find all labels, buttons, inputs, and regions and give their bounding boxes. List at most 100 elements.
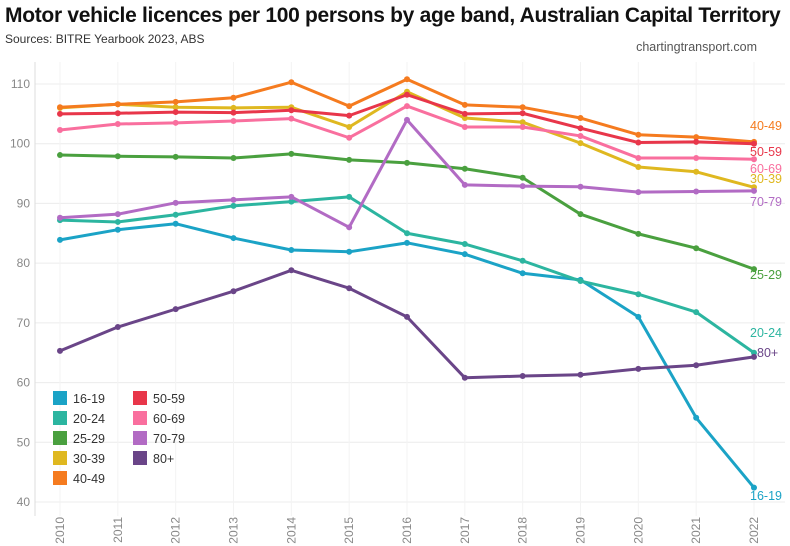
x-tick-label: 2013 xyxy=(227,517,241,544)
data-point-25-29 xyxy=(230,155,237,162)
data-point-50-59 xyxy=(114,110,121,117)
data-point-60-69 xyxy=(57,126,63,133)
data-point-70-79 xyxy=(230,196,237,203)
data-point-20-24 xyxy=(230,202,237,209)
legend-swatch-50-59 xyxy=(133,391,147,405)
end-label-16-19: 16-19 xyxy=(750,489,782,503)
legend: 16-19 20-24 25-29 30-39 40-49 50-59 60-69 70-79… xyxy=(53,391,185,486)
x-tick-label: 2017 xyxy=(458,517,472,544)
data-point-25-29 xyxy=(461,165,468,172)
end-label-25-29: 25-29 xyxy=(750,268,782,282)
data-point-50-59 xyxy=(693,138,700,145)
x-tick-label: 2020 xyxy=(631,517,645,544)
data-point-80+ xyxy=(230,288,237,295)
data-point-40-49 xyxy=(230,94,237,101)
x-tick-label: 2015 xyxy=(342,517,356,544)
data-point-16-19 xyxy=(172,220,179,227)
end-label-60-69: 60-69 xyxy=(750,162,782,176)
data-point-80+ xyxy=(635,365,642,372)
series-lines xyxy=(57,76,757,491)
legend-swatch-25-29 xyxy=(53,431,67,445)
data-point-25-29 xyxy=(751,266,757,273)
chart-subtitle: Sources: BITRE Yearbook 2023, ABS xyxy=(5,32,205,46)
legend-swatch-70-79 xyxy=(133,431,147,445)
data-point-50-59 xyxy=(577,125,584,132)
source-credit: chartingtransport.com xyxy=(636,40,757,54)
data-point-20-24 xyxy=(635,291,642,298)
end-labels: 16-19 20-24 25-29 30-39 40-49 50-59 60-69 70-79… xyxy=(750,119,782,503)
data-point-40-49 xyxy=(57,104,63,111)
end-label-40-49: 40-49 xyxy=(750,119,782,133)
data-point-60-69 xyxy=(519,123,526,130)
end-label-20-24: 20-24 xyxy=(750,326,782,340)
legend-swatch-80+ xyxy=(133,451,147,465)
data-point-25-29 xyxy=(346,156,353,163)
data-point-25-29 xyxy=(577,211,584,218)
legend-label-20-24: 20-24 xyxy=(73,412,105,426)
data-point-20-24 xyxy=(172,211,179,218)
data-point-50-59 xyxy=(288,107,295,114)
data-point-30-39 xyxy=(172,104,179,111)
legend-label-16-19: 16-19 xyxy=(73,392,105,406)
data-point-25-29 xyxy=(519,174,526,181)
data-point-40-49 xyxy=(114,101,121,108)
legend-label-40-49: 40-49 xyxy=(73,472,105,486)
data-point-16-19 xyxy=(751,484,757,491)
data-point-16-19 xyxy=(404,239,410,246)
data-point-25-29 xyxy=(288,150,295,157)
data-point-30-39 xyxy=(519,119,526,126)
data-point-40-49 xyxy=(461,101,468,108)
data-point-20-24 xyxy=(519,257,526,264)
legend-swatch-20-24 xyxy=(53,411,67,425)
data-point-60-69 xyxy=(346,134,353,141)
legend-label-50-59: 50-59 xyxy=(153,392,185,406)
data-point-80+ xyxy=(346,285,353,292)
data-point-50-59 xyxy=(635,139,642,146)
data-point-80+ xyxy=(114,324,121,331)
data-point-70-79 xyxy=(461,181,468,188)
data-point-80+ xyxy=(404,313,410,320)
data-point-70-79 xyxy=(288,193,295,200)
data-point-25-29 xyxy=(404,159,410,166)
data-point-70-79 xyxy=(404,116,410,123)
data-point-80+ xyxy=(461,374,468,381)
legend-swatch-60-69 xyxy=(133,411,147,425)
data-point-16-19 xyxy=(519,270,526,277)
data-point-40-49 xyxy=(519,104,526,111)
end-label-70-79: 70-79 xyxy=(750,195,782,209)
x-tick-label: 2019 xyxy=(574,517,588,544)
data-point-70-79 xyxy=(346,224,353,231)
data-point-40-49 xyxy=(288,79,295,86)
data-point-70-79 xyxy=(693,188,700,195)
gridlines xyxy=(35,62,785,516)
data-point-25-29 xyxy=(114,153,121,160)
data-point-25-29 xyxy=(172,153,179,160)
data-point-70-79 xyxy=(635,189,642,196)
data-point-40-49 xyxy=(404,76,410,83)
data-point-16-19 xyxy=(346,248,353,255)
data-point-25-29 xyxy=(57,152,63,159)
data-point-80+ xyxy=(519,373,526,380)
data-point-50-59 xyxy=(461,110,468,117)
y-tick-label: 110 xyxy=(11,77,30,91)
x-tick-label: 2018 xyxy=(516,517,530,544)
data-point-50-59 xyxy=(57,110,63,117)
legend-swatch-16-19 xyxy=(53,391,67,405)
data-point-80+ xyxy=(751,353,757,360)
data-point-16-19 xyxy=(461,251,468,258)
data-point-30-39 xyxy=(635,164,642,171)
legend-label-80+: 80+ xyxy=(153,452,174,466)
data-point-50-59 xyxy=(519,110,526,117)
data-point-30-39 xyxy=(577,140,584,147)
data-point-20-24 xyxy=(693,309,700,316)
legend-swatch-30-39 xyxy=(53,451,67,465)
data-point-20-24 xyxy=(114,218,121,225)
data-point-50-59 xyxy=(172,109,179,116)
y-tick-label: 50 xyxy=(17,435,31,449)
end-label-80+: 80+ xyxy=(757,346,778,360)
data-point-70-79 xyxy=(114,211,121,218)
y-tick-label: 100 xyxy=(10,137,30,151)
data-point-30-39 xyxy=(461,115,468,122)
data-point-20-24 xyxy=(577,278,584,285)
